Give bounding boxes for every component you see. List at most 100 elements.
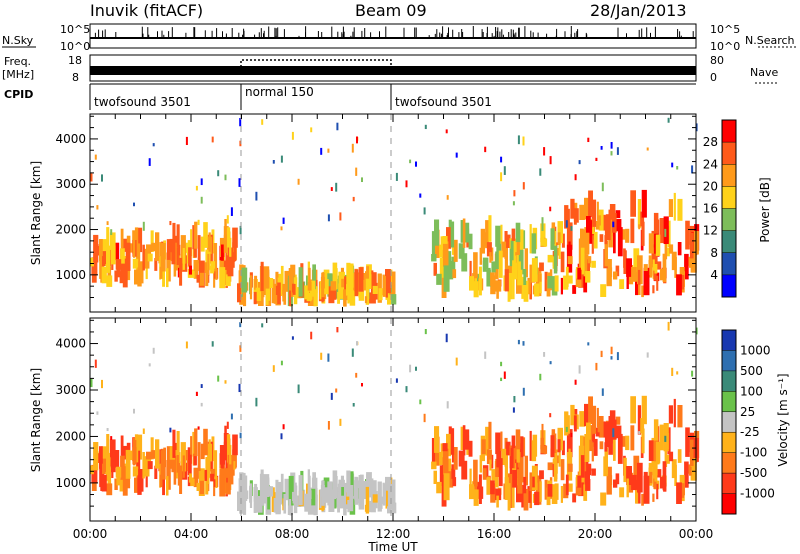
velocity-echo-cell: [210, 468, 216, 477]
freq-label-line2: [MHz]: [2, 68, 34, 81]
velocity-echo-cell: [638, 431, 641, 435]
velocity-echo-cell: [197, 426, 200, 430]
power-echo-cell: [577, 267, 582, 280]
power-echo-cell: [677, 242, 682, 256]
velocity-colorbar-tick-label: -1000: [740, 487, 775, 501]
power-echo-cell: [516, 277, 522, 294]
velocity-echo-cell: [610, 356, 613, 360]
velocity-echo-cell: [255, 397, 258, 407]
velocity-echo-cell: [527, 486, 531, 503]
power-echo-cell: [439, 244, 443, 258]
velocity-echo-cell: [557, 439, 561, 453]
power-echo-cell: [433, 262, 437, 276]
velocity-echo-cell: [567, 483, 573, 492]
velocity-echo-cell: [643, 475, 650, 504]
power-echo-cell: [455, 152, 458, 158]
velocity-echo-cell: [491, 469, 496, 481]
power-echo-cell: [491, 261, 496, 273]
velocity-echo-cell: [613, 479, 618, 488]
power-echo-cell: [177, 260, 180, 278]
power-echo-cell: [179, 257, 183, 286]
velocity-echo-cell: [646, 352, 649, 358]
power-echo-cell: [327, 148, 330, 153]
power-echo-cell: [565, 220, 568, 228]
velocity-echo-cell: [220, 451, 224, 469]
power-colorbar-tick-label: 28: [703, 135, 718, 149]
power-echo-cell: [450, 221, 455, 248]
velocity-echo-cell: [254, 483, 258, 499]
velocity-echo-cell: [653, 478, 657, 489]
velocity-echo-cell: [600, 350, 603, 358]
power-colorbar-tick-label: 4: [710, 268, 718, 282]
power-echo-cell: [312, 264, 316, 290]
velocity-echo-cell: [200, 443, 205, 460]
velocity-echo-cell: [203, 428, 208, 456]
cpid-panel: CPID twofsound 3501 normal 150 twofsound…: [4, 83, 696, 110]
power-echo-cell: [242, 279, 247, 307]
power-echo-cell: [507, 265, 514, 273]
velocity-echo-cell: [137, 475, 142, 495]
power-echo-cell: [550, 228, 555, 250]
noise-left-tick-top: 10^5: [60, 23, 90, 36]
power-echo-cell: [649, 264, 653, 275]
velocity-echo-cell: [630, 396, 636, 424]
velocity-echo-cell: [239, 345, 242, 352]
velocity-echo-cell: [174, 450, 178, 479]
velocity-echo-cell: [288, 499, 292, 515]
power-echo-cell: [656, 275, 659, 291]
velocity-echo-cell: [169, 427, 172, 433]
power-echo-cell: [481, 232, 486, 247]
velocity-echo-cell: [565, 415, 570, 434]
velocity-echo-cell: [179, 465, 183, 494]
velocity-echo-cell: [169, 446, 175, 460]
velocity-echo-cell: [111, 452, 116, 473]
velocity-echo-cell: [133, 438, 136, 466]
velocity-echo-cell: [273, 498, 279, 513]
velocity-colorbar-frame: [721, 329, 737, 515]
velocity-echo-cell: [311, 488, 316, 506]
velocity-colorbar-tick-label: -500: [740, 466, 767, 480]
velocity-colorbar-tick-label: -100: [740, 446, 767, 460]
power-echo-cell: [549, 206, 552, 212]
velocity-echo-cell: [215, 477, 218, 488]
velocity-echo-cell: [147, 461, 153, 470]
velocity-echo-cell: [513, 396, 516, 403]
power-echo-cell: [339, 212, 342, 221]
power-echo-cell: [561, 233, 565, 248]
power-echo-cell: [517, 261, 521, 270]
power-echo-cell: [188, 247, 192, 266]
power-echo-cell: [523, 269, 527, 285]
power-echo-cell: [419, 193, 422, 198]
velocity-echo-cell: [689, 466, 694, 476]
velocity-echo-cell: [529, 430, 532, 461]
velocity-echo-cell: [233, 446, 237, 469]
velocity-echo-cell: [101, 446, 107, 459]
velocity-echo-cell: [581, 463, 586, 493]
power-echo-cell: [182, 248, 185, 270]
velocity-echo-cell: [223, 441, 227, 461]
power-echo-cell: [265, 269, 270, 289]
velocity-echo-cell: [253, 500, 257, 513]
velocity-echo-cell: [171, 457, 176, 473]
power-echo-cell: [174, 242, 178, 271]
power-echo-cell: [516, 232, 520, 255]
x-tick-label: 00:00: [679, 527, 714, 541]
velocity-echo-cell: [613, 431, 616, 461]
power-echo-cell: [132, 258, 139, 269]
velocity-echo-cell: [684, 461, 689, 488]
power-echo-cell: [137, 267, 142, 287]
velocity-echo-cell: [460, 426, 464, 450]
velocity-echo-cell: [237, 491, 241, 511]
velocity-echo-cell: [442, 443, 448, 452]
power-echo-cell: [197, 219, 200, 226]
velocity-echo-cell: [120, 455, 125, 472]
velocity-echo-cell: [229, 444, 232, 465]
power-echo-cell: [496, 241, 502, 260]
velocity-echo-cell: [268, 486, 274, 497]
power-echo-cell: [563, 275, 569, 290]
power-echo-cell: [319, 281, 322, 300]
velocity-echo-cell: [500, 377, 503, 382]
power-echo-cell: [193, 265, 199, 279]
power-echo-cell: [241, 267, 248, 293]
power-echo-cell: [610, 142, 613, 149]
